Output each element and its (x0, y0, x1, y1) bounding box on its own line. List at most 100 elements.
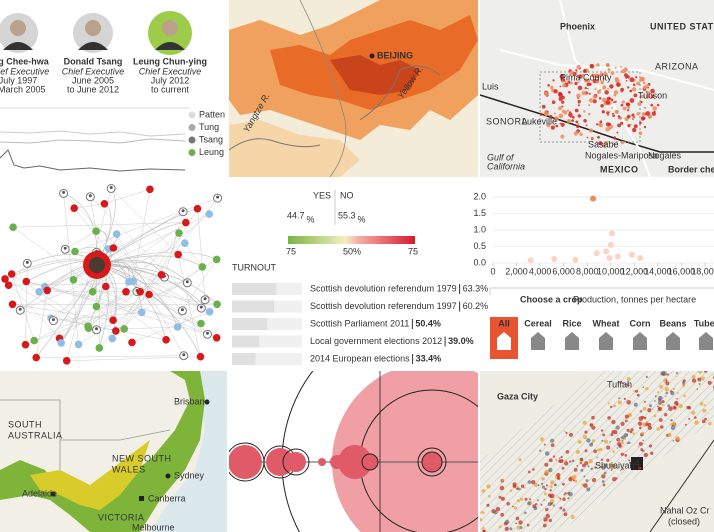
turnout-bar (232, 335, 260, 348)
event-dot (577, 440, 582, 444)
gaza-tile (480, 371, 714, 532)
turnout-value: 50.4% (415, 318, 441, 328)
event-dot (598, 463, 601, 466)
incident-dot (607, 68, 611, 71)
scatter-point (614, 253, 621, 260)
person-head (51, 318, 55, 322)
person-role: Chief Executive (139, 66, 202, 76)
event-dot (606, 445, 611, 450)
incident-dot (613, 143, 616, 146)
incident-dot (614, 110, 618, 113)
bubble (266, 448, 294, 476)
crop-icon (633, 332, 647, 350)
trend-line (0, 130, 186, 137)
event-dot (699, 401, 704, 406)
y-tick-label: 0.0 (473, 257, 486, 267)
event-dot (559, 497, 562, 500)
incident-dot (576, 74, 580, 78)
section-title: TURNOUT (232, 262, 276, 272)
event-dot (564, 492, 567, 495)
event-dot (532, 504, 537, 509)
incident-dot (559, 74, 565, 79)
event-dot (545, 484, 549, 487)
turnout-name: Scottish Parliament 2011 (310, 318, 409, 328)
circles-tile (229, 371, 478, 532)
crop-name[interactable]: Rice (562, 318, 581, 328)
incident-dot (554, 112, 557, 115)
turnout-bar (232, 353, 256, 365)
person-role: Chief Executive (62, 66, 125, 76)
incident-dot (650, 88, 655, 94)
event-dot (533, 482, 538, 487)
no-unit: % (358, 214, 366, 224)
incident-dot (550, 125, 556, 130)
event-dot (540, 482, 544, 485)
crop-subtitle: Production, tonnes per hectare (573, 294, 696, 304)
crop-name[interactable]: Wheat (593, 318, 620, 328)
legend-label: Leung (199, 147, 224, 157)
crop-name[interactable]: Cereal (524, 318, 552, 328)
incident-dot (577, 99, 581, 104)
incident-dot (640, 116, 646, 121)
edge (25, 282, 188, 345)
node (32, 353, 40, 362)
event-dot (589, 423, 593, 427)
event-dot (568, 492, 573, 497)
map-region (330, 55, 420, 95)
map-label: BEIJING (377, 50, 413, 60)
state-border (0, 399, 61, 470)
map-label: WALES (112, 464, 146, 474)
scale-label: 75 (286, 246, 296, 256)
incident-dot (625, 76, 628, 79)
event-dot (550, 443, 555, 447)
crop-name[interactable]: Beans (659, 318, 686, 328)
event-dot (623, 437, 627, 440)
incident-dot (629, 77, 635, 83)
event-dot (645, 387, 649, 391)
edge (123, 208, 198, 330)
edge (184, 243, 203, 268)
edge (133, 189, 151, 282)
incident-dot (589, 63, 594, 69)
event-dot (567, 497, 570, 500)
event-dot (668, 406, 673, 412)
event-dot (480, 512, 481, 514)
edge (8, 263, 28, 286)
incident-dot (584, 87, 587, 90)
event-dot (626, 383, 629, 386)
event-dot (704, 417, 707, 421)
incident-dot (590, 137, 593, 140)
event-dot (548, 458, 553, 463)
yes-value: 44.7 (287, 210, 305, 220)
event-dot (623, 433, 628, 438)
crop-name[interactable]: Tuber (694, 318, 714, 328)
crop-name[interactable]: All (498, 318, 510, 328)
edge (38, 211, 184, 293)
node (181, 239, 189, 247)
crop-name[interactable]: Corn (630, 318, 651, 328)
turnout-value: 63.3% (463, 283, 489, 293)
event-dot (637, 445, 640, 448)
incident-dot (651, 111, 656, 116)
incident-dot (608, 110, 611, 113)
incident-dot (576, 124, 580, 129)
event-dot (703, 404, 706, 407)
incident-dot (620, 87, 624, 92)
incident-dot (631, 113, 635, 117)
incident-dot (613, 90, 619, 95)
incident-dot (564, 80, 566, 83)
edge (13, 222, 186, 228)
incident-dot (633, 83, 636, 86)
scatter-point (551, 256, 558, 263)
node (198, 263, 207, 271)
person-name: ung Chee-hwa (0, 56, 50, 66)
node (74, 340, 83, 349)
node (125, 278, 133, 286)
event-dot (540, 503, 543, 506)
incident-dot (578, 115, 581, 118)
event-dot (694, 420, 699, 425)
event-dot (573, 468, 578, 472)
event-dot (674, 371, 677, 372)
event-dot (480, 518, 483, 522)
edge (66, 356, 201, 362)
